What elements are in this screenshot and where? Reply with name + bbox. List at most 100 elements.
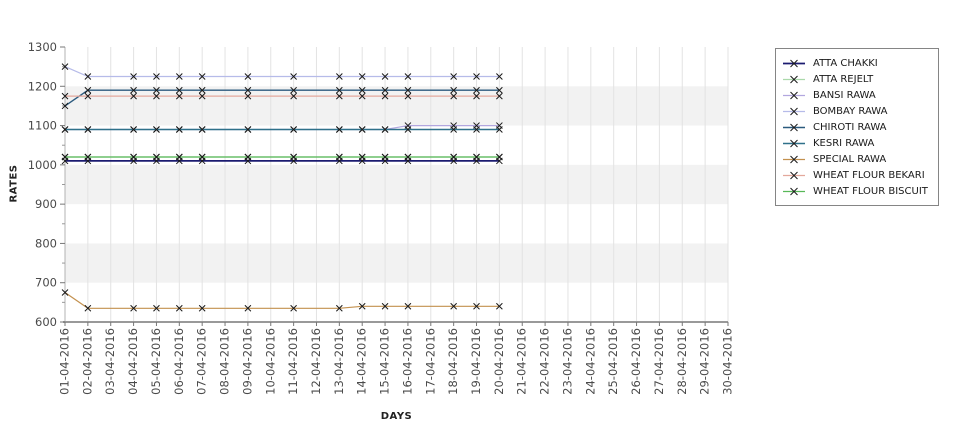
svg-text:600: 600 bbox=[35, 315, 57, 329]
svg-text:22-04-2016: 22-04-2016 bbox=[538, 328, 552, 395]
svg-text:700: 700 bbox=[35, 276, 57, 290]
x-marker bbox=[450, 86, 458, 94]
svg-text:28-04-2016: 28-04-2016 bbox=[675, 328, 689, 395]
legend-item-wheat-flour-biscuit[interactable]: WHEAT FLOUR BISCUIT bbox=[783, 183, 930, 199]
x-marker bbox=[290, 153, 297, 161]
y-axis-title: RATES bbox=[8, 164, 20, 203]
x-marker bbox=[450, 73, 458, 80]
x-marker bbox=[381, 153, 389, 161]
series-wheat-flour-biscuit bbox=[61, 153, 503, 161]
x-marker bbox=[84, 92, 92, 100]
x-marker bbox=[290, 92, 297, 100]
legend-line-marker-icon bbox=[783, 187, 805, 195]
svg-text:04-04-2016: 04-04-2016 bbox=[126, 328, 140, 395]
x-marker bbox=[84, 126, 92, 133]
series-special-rawa bbox=[61, 289, 503, 312]
svg-text:13-04-2016: 13-04-2016 bbox=[332, 328, 346, 395]
x-marker bbox=[335, 126, 343, 133]
svg-text:800: 800 bbox=[35, 236, 57, 250]
x-marker bbox=[198, 126, 206, 133]
svg-text:03-04-2016: 03-04-2016 bbox=[103, 328, 117, 395]
svg-text:01-04-2016: 01-04-2016 bbox=[58, 328, 72, 395]
x-marker bbox=[290, 126, 297, 133]
x-marker bbox=[61, 63, 69, 70]
legend-line-marker-icon bbox=[783, 171, 805, 179]
legend-box: ATTA CHAKKI ATTA REJELT BANSI RAWA BOMBAY R… bbox=[775, 48, 939, 206]
series-chiroti-rawa bbox=[61, 86, 503, 110]
x-marker bbox=[496, 86, 503, 94]
svg-text:26-04-2016: 26-04-2016 bbox=[629, 328, 643, 395]
legend-item-chiroti-rawa[interactable]: CHIROTI RAWA bbox=[783, 119, 930, 135]
legend-item-special-rawa[interactable]: SPECIAL RAWA bbox=[783, 151, 930, 167]
legend-item-kesri-rawa[interactable]: KESRI RAWA bbox=[783, 135, 930, 151]
x-marker bbox=[404, 73, 412, 80]
x-marker bbox=[290, 73, 297, 80]
x-marker bbox=[153, 73, 160, 80]
x-marker bbox=[404, 92, 412, 100]
x-marker bbox=[358, 302, 366, 310]
svg-text:06-04-2016: 06-04-2016 bbox=[172, 328, 186, 395]
svg-text:20-04-2016: 20-04-2016 bbox=[492, 328, 506, 395]
x-marker bbox=[290, 304, 297, 312]
series-wheat-flour-bekari bbox=[61, 92, 503, 100]
x-marker bbox=[473, 73, 480, 80]
x-marker bbox=[198, 153, 206, 161]
x-marker bbox=[335, 86, 343, 94]
legend-label: SPECIAL RAWA bbox=[813, 153, 887, 165]
x-marker bbox=[130, 73, 137, 80]
x-marker bbox=[244, 86, 252, 94]
svg-text:19-04-2016: 19-04-2016 bbox=[469, 328, 483, 395]
x-marker bbox=[130, 92, 137, 100]
svg-text:1200: 1200 bbox=[28, 79, 57, 93]
x-marker bbox=[496, 302, 503, 310]
x-marker bbox=[358, 92, 366, 100]
svg-text:18-04-2016: 18-04-2016 bbox=[446, 328, 460, 395]
svg-text:14-04-2016: 14-04-2016 bbox=[355, 328, 369, 395]
legend-item-bansi-rawa[interactable]: BANSI RAWA bbox=[783, 87, 930, 103]
x-marker bbox=[153, 86, 160, 94]
svg-text:27-04-2016: 27-04-2016 bbox=[652, 328, 666, 395]
x-marker bbox=[175, 126, 183, 133]
x-marker bbox=[404, 302, 412, 310]
legend-item-bombay-rawa[interactable]: BOMBAY RAWA bbox=[783, 103, 930, 119]
x-marker bbox=[404, 86, 412, 94]
legend-line-marker-icon bbox=[783, 155, 805, 163]
legend-label: KESRI RAWA bbox=[813, 137, 875, 149]
x-marker bbox=[198, 86, 206, 94]
svg-text:10-04-2016: 10-04-2016 bbox=[263, 328, 277, 395]
x-axis-ticks: 01-04-2016 02-04-2016 03-04-2016 04-04-2016… bbox=[58, 322, 735, 395]
series-kesri-rawa bbox=[61, 126, 503, 133]
rates-line-chart-canvas: 600 700 800 900 1000 1100 1200 1300 01-04-2016 02… bbox=[28, 40, 735, 395]
legend-item-atta-rejelt[interactable]: ATTA REJELT bbox=[783, 71, 930, 87]
legend-line-marker-icon bbox=[783, 59, 805, 67]
x-marker bbox=[244, 304, 252, 312]
x-marker bbox=[381, 92, 389, 100]
svg-text:15-04-2016: 15-04-2016 bbox=[378, 328, 392, 395]
x-marker bbox=[198, 73, 206, 80]
legend-line-marker-icon bbox=[783, 107, 805, 115]
legend-line-marker-icon bbox=[783, 75, 805, 83]
x-marker bbox=[335, 304, 343, 312]
x-axis-title: DAYS bbox=[380, 411, 413, 422]
svg-text:24-04-2016: 24-04-2016 bbox=[583, 328, 597, 395]
legend-label: WHEAT FLOUR BISCUIT bbox=[813, 185, 928, 197]
legend-label: CHIROTI RAWA bbox=[813, 121, 887, 133]
svg-text:1300: 1300 bbox=[28, 40, 57, 54]
legend-line-marker-icon bbox=[783, 139, 805, 147]
x-marker bbox=[130, 304, 137, 312]
x-marker bbox=[244, 153, 252, 161]
x-marker bbox=[175, 304, 183, 312]
legend-label: ATTA REJELT bbox=[813, 73, 874, 85]
x-marker bbox=[244, 92, 252, 100]
x-marker bbox=[175, 92, 183, 100]
svg-text:900: 900 bbox=[35, 197, 57, 211]
y-axis-ticks: 600 700 800 900 1000 1100 1200 1300 bbox=[28, 40, 65, 329]
x-marker bbox=[496, 153, 503, 161]
x-marker bbox=[496, 92, 503, 100]
svg-text:05-04-2016: 05-04-2016 bbox=[149, 328, 163, 395]
legend-item-atta-chakki[interactable]: ATTA CHAKKI bbox=[783, 55, 930, 71]
series-bombay-rawa bbox=[61, 63, 503, 80]
x-marker bbox=[84, 304, 92, 312]
series-atta-chakki bbox=[61, 157, 503, 165]
legend-item-wheat-flour-bekari[interactable]: WHEAT FLOUR BEKARI bbox=[783, 167, 930, 183]
